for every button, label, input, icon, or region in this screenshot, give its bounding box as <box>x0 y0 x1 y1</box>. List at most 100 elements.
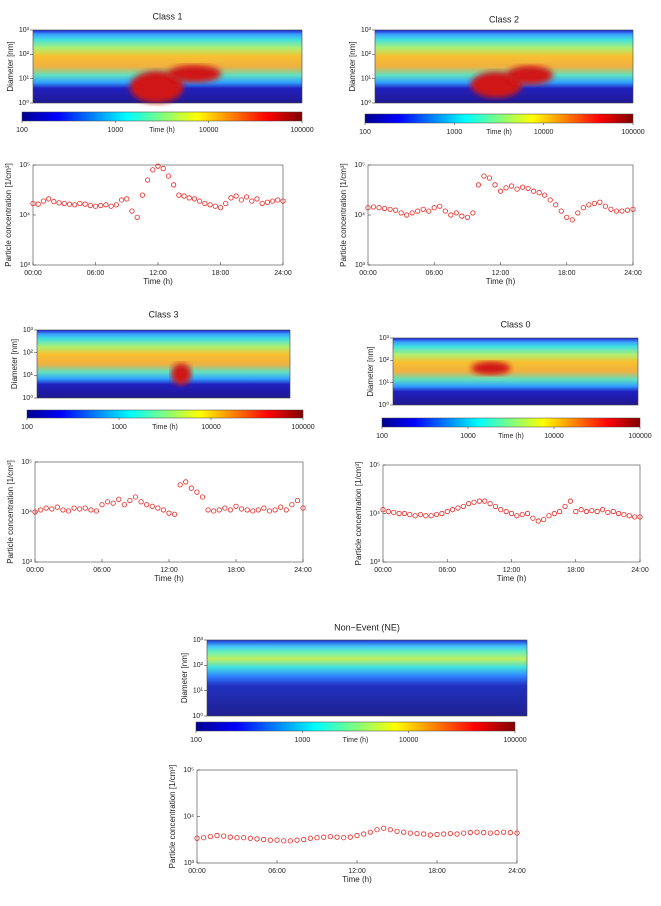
data-point <box>535 518 541 524</box>
data-point <box>503 185 509 191</box>
data-point <box>138 499 144 505</box>
x-axis-label: Time (h) <box>342 875 372 884</box>
data-point <box>441 831 447 837</box>
data-point <box>233 193 239 199</box>
data-point <box>259 200 265 207</box>
y-axis-label: Particle concentration [1/cm³] <box>339 163 348 267</box>
data-point <box>35 201 41 207</box>
data-point <box>264 199 270 205</box>
y-tick-label: 10³ <box>361 27 372 34</box>
data-point <box>275 197 281 203</box>
data-point <box>272 507 278 513</box>
data-point <box>92 203 99 209</box>
colorbar-tick-label: 100 <box>190 737 202 744</box>
data-point <box>381 825 387 831</box>
colorbar-tick-label: 100000 <box>290 127 313 134</box>
data-point <box>497 188 504 194</box>
data-point <box>361 831 367 837</box>
data-point <box>498 507 504 513</box>
data-point <box>294 497 301 504</box>
data-point <box>281 838 287 844</box>
data-point <box>514 513 520 519</box>
data-point <box>155 163 161 169</box>
x-tick-label: 00:00 <box>24 270 42 277</box>
data-point <box>557 508 563 515</box>
data-point <box>171 182 177 188</box>
colorbar-tick-label: 1000 <box>108 127 124 134</box>
y-tick-label: 10⁵ <box>354 162 365 169</box>
data-point <box>46 196 52 202</box>
data-point <box>234 835 240 841</box>
y-tick-label: 10¹ <box>193 688 204 695</box>
data-point <box>77 506 83 512</box>
y-tick-label: 10⁰ <box>18 99 29 107</box>
y-tick-label: 10³ <box>379 335 390 342</box>
data-point <box>415 208 421 214</box>
data-point <box>434 831 440 838</box>
data-point <box>567 498 573 504</box>
data-point <box>321 834 327 840</box>
data-point <box>150 167 156 173</box>
data-point <box>569 217 575 223</box>
data-point <box>621 511 627 518</box>
colorbar-tick-label: 100 <box>16 127 28 134</box>
x-tick-label: 12:00 <box>149 270 167 277</box>
plot-frame <box>392 337 639 406</box>
data-point <box>205 507 211 513</box>
data-point <box>60 507 66 513</box>
data-point <box>387 206 393 212</box>
data-point <box>393 207 399 213</box>
heatmap-image <box>207 640 527 716</box>
data-point <box>222 505 228 511</box>
data-point <box>129 208 135 214</box>
x-tick-label: 24:00 <box>294 567 312 574</box>
data-point <box>99 502 105 508</box>
chart-title: Class 3 <box>148 309 178 319</box>
y-axis-label: Diameter [nm] <box>366 346 375 396</box>
data-point <box>269 198 276 204</box>
colorbar-label: Time (h) <box>343 737 369 744</box>
data-point <box>487 830 493 836</box>
x-tick-label: 06:00 <box>438 567 456 574</box>
data-point <box>244 507 250 513</box>
data-point <box>514 186 520 192</box>
data-point <box>199 494 206 500</box>
data-point <box>448 212 454 218</box>
x-axis-label: Time (h) <box>486 277 516 286</box>
data-point <box>176 192 182 198</box>
colorbar <box>381 417 641 428</box>
plot-frame <box>32 29 303 104</box>
data-point <box>327 833 333 840</box>
data-point <box>553 202 559 208</box>
heatmap-image <box>393 338 638 405</box>
data-point <box>98 202 104 209</box>
data-point <box>116 496 122 502</box>
data-point <box>82 505 88 511</box>
data-point <box>108 203 114 209</box>
data-point <box>459 213 465 219</box>
data-point <box>250 508 256 514</box>
data-point <box>558 208 564 214</box>
data-point <box>287 838 293 844</box>
data-point <box>40 198 47 204</box>
y-tick-label: 10⁴ <box>369 510 380 517</box>
data-point <box>227 834 233 840</box>
plot-frame <box>374 29 634 104</box>
heatmap-image <box>37 330 290 398</box>
y-tick-label: 10⁵ <box>21 459 32 466</box>
y-axis-label: Diameter [nm] <box>6 41 15 91</box>
data-point <box>191 196 198 202</box>
data-point <box>476 498 482 504</box>
data-point <box>501 829 507 835</box>
data-point <box>421 831 427 837</box>
data-point <box>530 515 536 521</box>
plot-frame <box>206 639 528 717</box>
data-point <box>551 510 557 517</box>
data-point <box>266 508 273 514</box>
data-point <box>466 501 472 507</box>
x-tick-label: 18:00 <box>567 567 585 574</box>
data-point <box>197 198 203 204</box>
data-point <box>104 499 111 505</box>
data-point <box>461 830 467 836</box>
data-point <box>144 177 151 183</box>
